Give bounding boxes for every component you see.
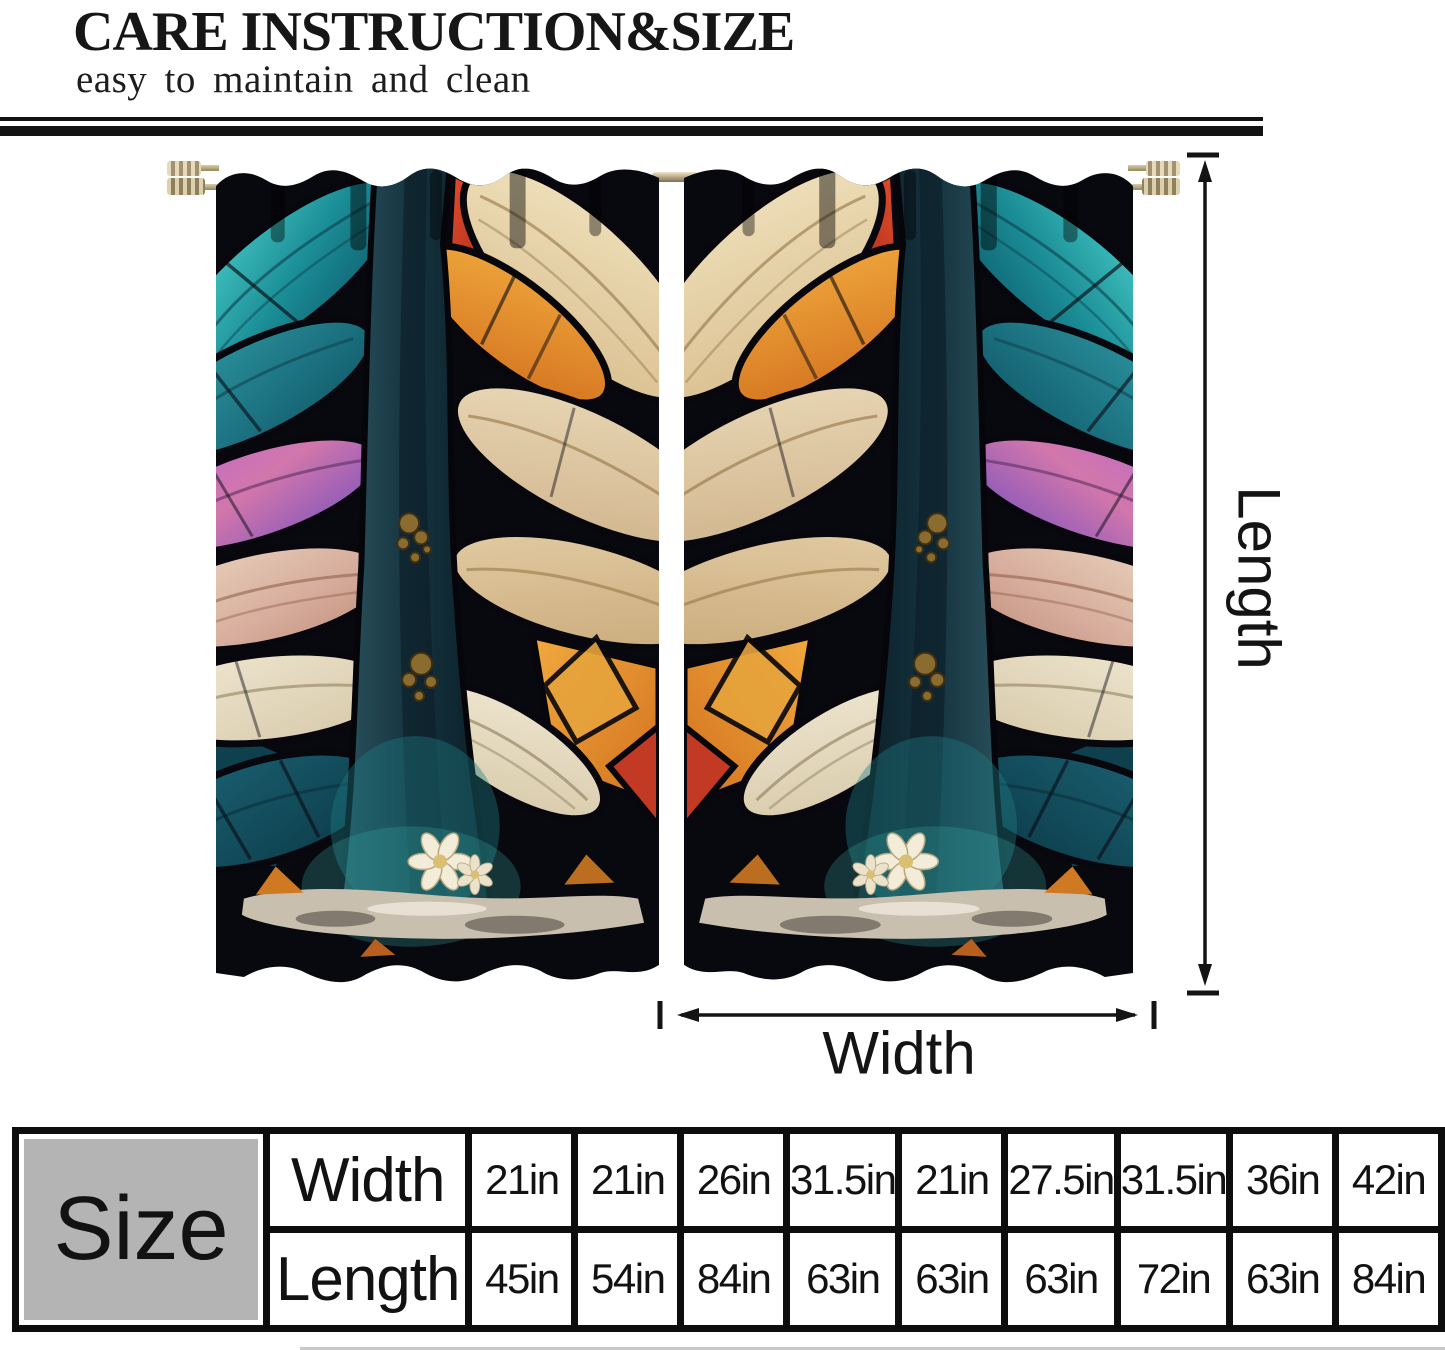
width-value: 21in xyxy=(571,1127,685,1233)
length-arrow xyxy=(1187,152,1219,996)
table-row-width: Size Width 21in 21in 26in 31.5in 21in 27… xyxy=(12,1127,1445,1332)
length-value: 84in xyxy=(677,1226,791,1332)
length-value: 63in xyxy=(783,1226,903,1332)
page-title: CARE INSTRUCTION&SIZE xyxy=(73,1,795,63)
width-value: 31.5in xyxy=(783,1127,903,1233)
width-row-header: Width xyxy=(262,1127,473,1233)
width-value: 26in xyxy=(677,1127,791,1233)
rod-finial-right xyxy=(1128,161,1180,197)
width-value: 21in xyxy=(895,1127,1009,1233)
width-value: 36in xyxy=(1226,1127,1340,1233)
width-value: 21in xyxy=(465,1127,579,1233)
curtain-rod xyxy=(652,172,698,182)
table-shadow xyxy=(300,1347,1445,1350)
curtain-panel-left xyxy=(216,164,659,990)
width-arrow xyxy=(657,1001,1157,1029)
length-value: 72in xyxy=(1113,1226,1234,1332)
width-value: 27.5in xyxy=(1001,1127,1121,1233)
width-label: Width xyxy=(822,1019,976,1087)
table-row-length: Length 45in 54in 84in 63in 63in 63in 72i… xyxy=(16,1226,1445,1332)
divider-line-thin xyxy=(0,117,1263,121)
width-value: 31.5in xyxy=(1113,1127,1234,1233)
size-table: Size Width 21in 21in 26in 31.5in 21in 27… xyxy=(12,1127,1445,1332)
size-corner-cell: Size xyxy=(12,1127,270,1332)
length-value: 54in xyxy=(571,1226,685,1332)
length-row-header: Length xyxy=(262,1226,473,1332)
length-value: 45in xyxy=(465,1226,579,1332)
length-value: 63in xyxy=(1001,1226,1121,1332)
length-value: 63in xyxy=(1226,1226,1340,1332)
width-value: 42in xyxy=(1332,1127,1445,1233)
curtain-panel-right xyxy=(684,164,1133,990)
divider-line-thick xyxy=(0,126,1263,136)
rod-finial-left xyxy=(167,161,219,197)
length-label: Length xyxy=(1225,486,1293,670)
page-subtitle: easy to maintain and clean xyxy=(76,58,531,101)
length-value: 84in xyxy=(1332,1226,1445,1332)
length-value: 63in xyxy=(895,1226,1009,1332)
